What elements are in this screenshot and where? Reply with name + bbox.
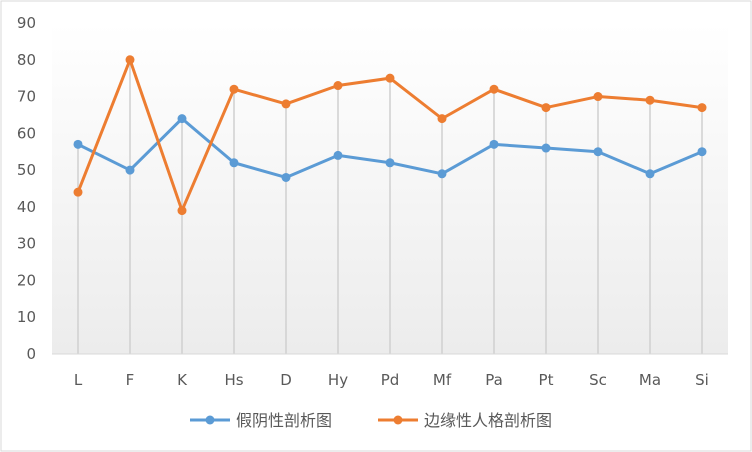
series-group [73,55,707,216]
x-tick-label: Pd [381,371,400,389]
data-point [645,95,655,105]
data-point [593,92,603,102]
x-tick-label: Hy [328,371,348,389]
legend-marker [205,415,215,425]
y-tick-label: 10 [17,308,36,326]
data-point [541,143,551,153]
data-point [281,99,291,109]
y-tick-label: 0 [26,345,36,363]
x-tick-label: Hs [224,371,243,389]
legend-label: 边缘性人格剖析图 [424,411,552,430]
y-tick-label: 90 [17,14,36,32]
data-point [333,150,343,160]
legend: 假阴性剖析图 边缘性人格剖析图 [190,411,552,430]
data-point [489,84,499,94]
y-tick-label: 40 [17,198,36,216]
data-point [541,103,551,113]
y-tick-label: 80 [17,51,36,69]
x-axis-ticks: L F K Hs D Hy Pd Mf Pa Pt Sc Ma Si [74,371,709,389]
data-point [697,147,707,157]
y-axis-ticks: 0 10 20 30 40 50 60 70 80 90 [17,14,36,363]
data-point [177,114,187,124]
data-point [73,187,83,197]
data-point [593,147,603,157]
y-tick-label: 30 [17,235,36,253]
data-point [333,81,343,91]
data-point [697,103,707,113]
data-point [125,165,135,175]
data-point [125,55,135,65]
data-point [229,84,239,94]
x-tick-label: Pa [485,371,503,389]
data-point [437,114,447,124]
y-tick-label: 50 [17,161,36,179]
x-tick-label: Pt [539,371,554,389]
data-point [385,73,395,83]
data-point [177,206,187,216]
x-tick-label: L [74,371,83,389]
data-point [281,172,291,182]
legend-label: 假阴性剖析图 [236,411,332,430]
x-tick-label: D [280,371,292,389]
x-tick-label: Ma [639,371,661,389]
legend-marker [393,415,403,425]
data-point [385,158,395,168]
data-point [229,158,239,168]
x-tick-label: F [126,371,135,389]
y-tick-label: 60 [17,124,36,142]
y-tick-label: 20 [17,271,36,289]
x-tick-label: Si [695,371,709,389]
data-point [489,139,499,149]
data-point [73,139,83,149]
data-point [645,169,655,179]
data-point [437,169,447,179]
x-tick-label: Mf [433,371,452,389]
x-tick-label: Sc [589,371,607,389]
x-tick-label: K [177,371,188,389]
y-tick-label: 70 [17,88,36,106]
